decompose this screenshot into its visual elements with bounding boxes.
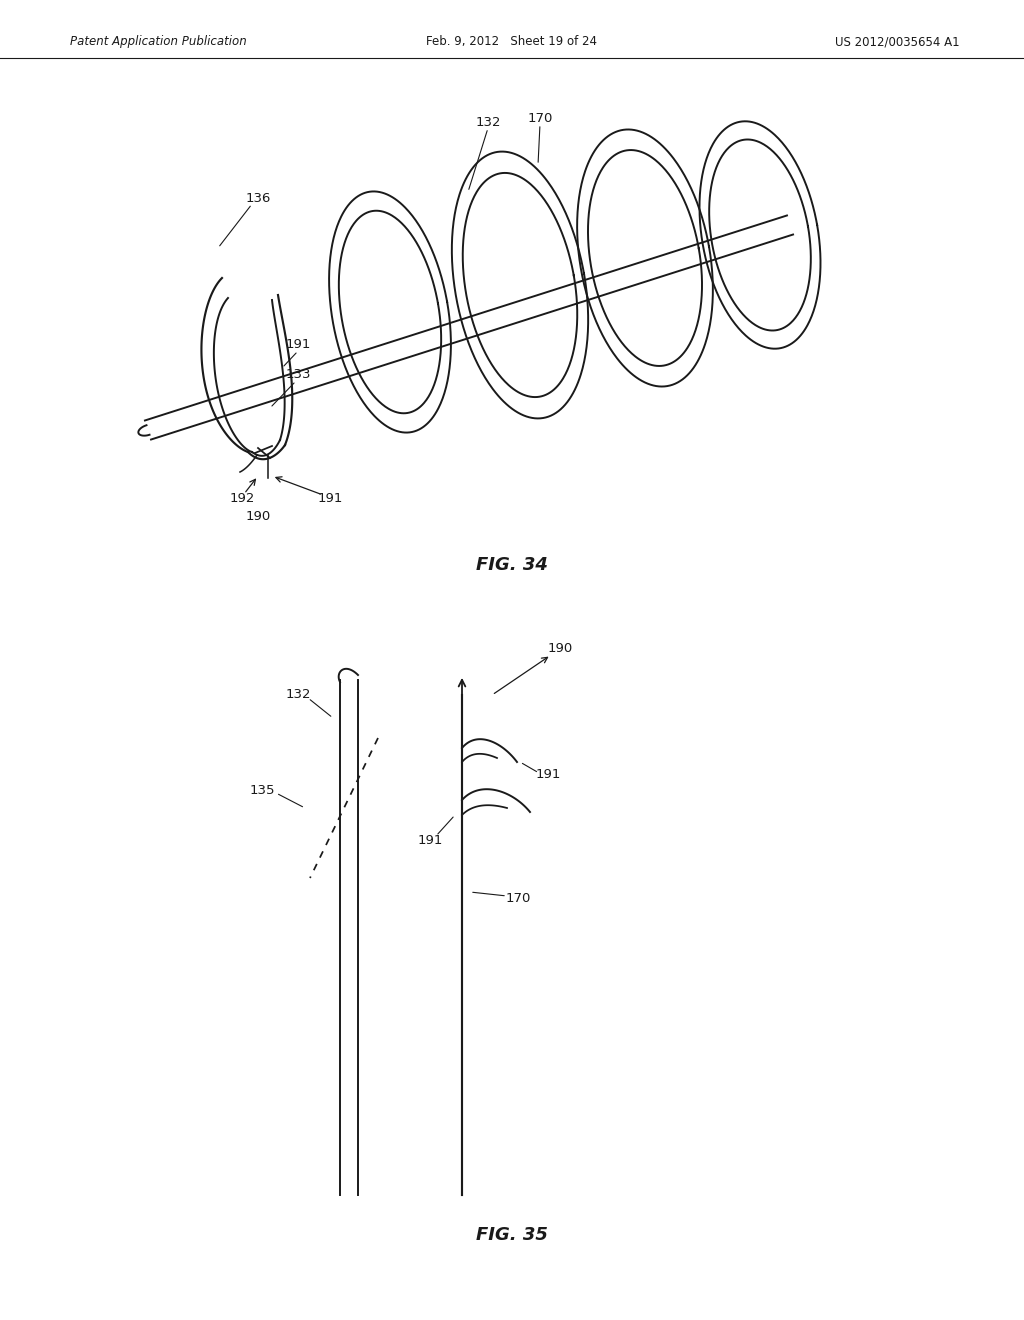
Text: 170: 170 (527, 111, 553, 124)
Text: 191: 191 (317, 491, 343, 504)
Text: 135: 135 (249, 784, 274, 796)
Text: Patent Application Publication: Patent Application Publication (70, 36, 247, 49)
Text: FIG. 34: FIG. 34 (476, 556, 548, 574)
Text: 191: 191 (286, 338, 310, 351)
Text: Feb. 9, 2012   Sheet 19 of 24: Feb. 9, 2012 Sheet 19 of 24 (427, 36, 597, 49)
Text: 191: 191 (536, 768, 561, 781)
Text: US 2012/0035654 A1: US 2012/0035654 A1 (836, 36, 961, 49)
Text: 190: 190 (548, 642, 572, 655)
Text: 190: 190 (246, 510, 270, 523)
Text: 136: 136 (246, 191, 270, 205)
Text: 191: 191 (418, 833, 442, 846)
Text: 132: 132 (286, 688, 310, 701)
Text: 170: 170 (505, 891, 530, 904)
Text: FIG. 35: FIG. 35 (476, 1226, 548, 1243)
Text: 133: 133 (286, 368, 310, 381)
Text: 192: 192 (229, 491, 255, 504)
Text: 132: 132 (475, 116, 501, 128)
